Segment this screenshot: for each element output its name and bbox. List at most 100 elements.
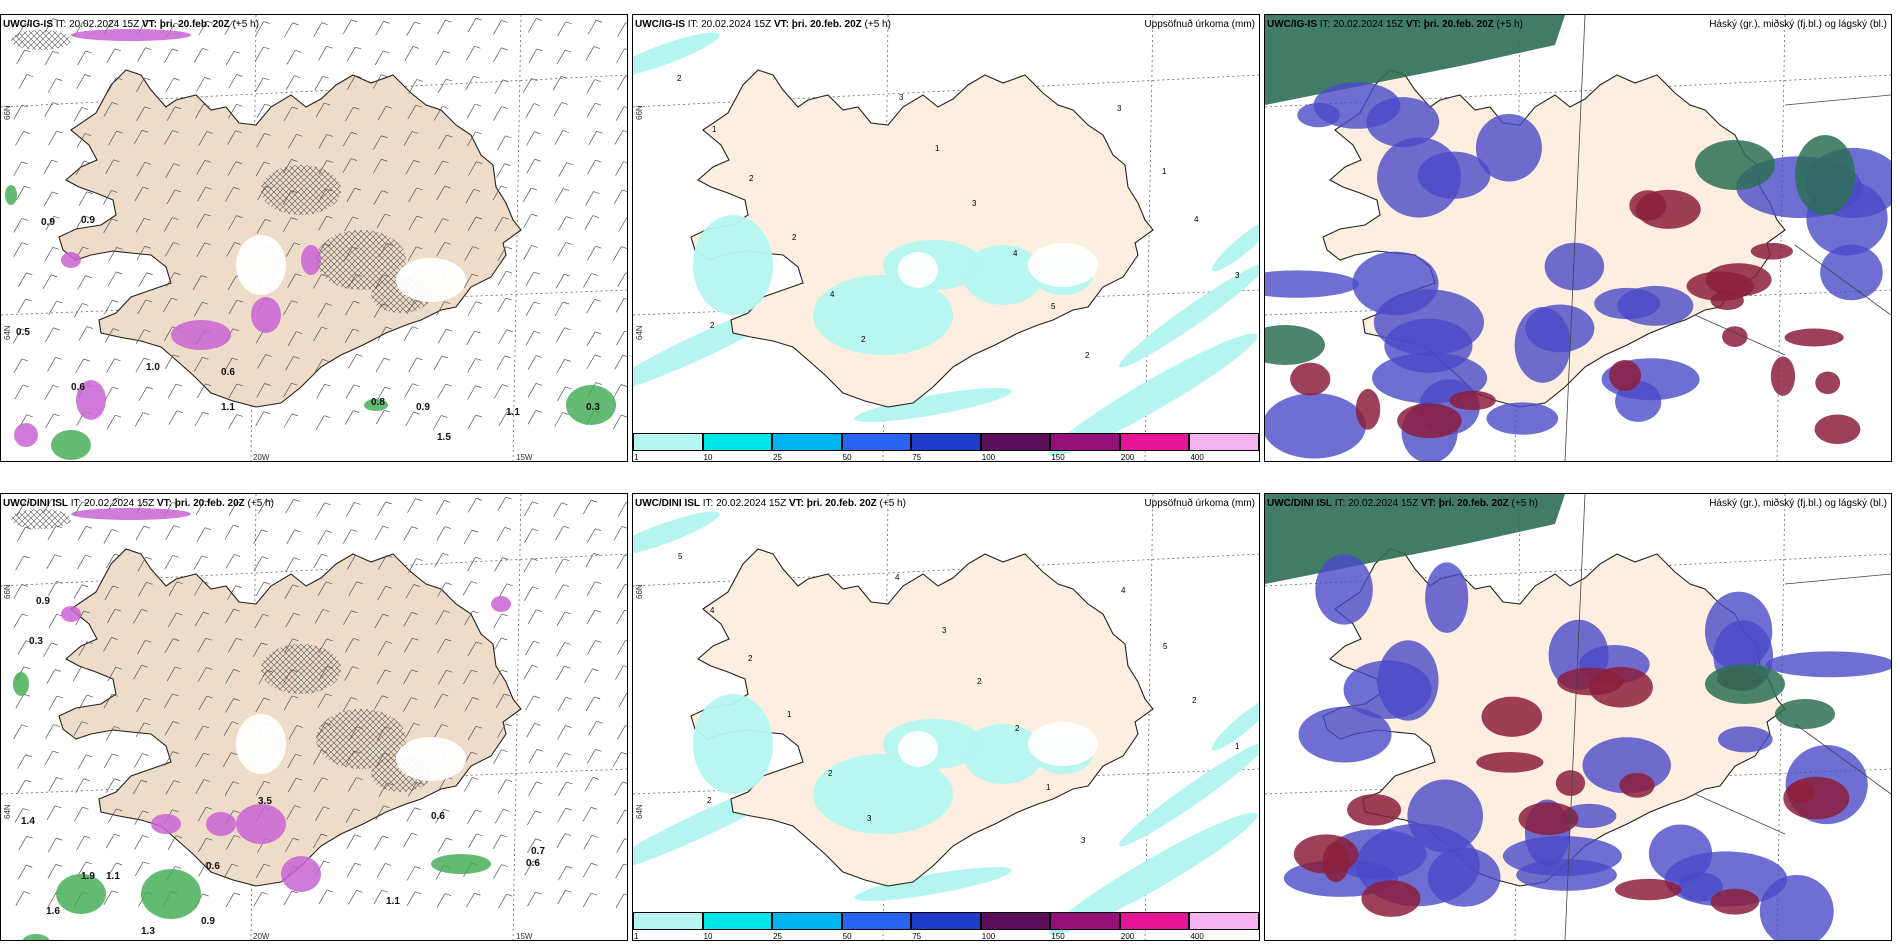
precip-value-label: 3: [1081, 836, 1086, 845]
wind-value-label: 0.7: [531, 846, 545, 857]
precip-green: [56, 874, 106, 914]
cloud-mid: [1425, 562, 1469, 633]
wind-value-label: 0.3: [586, 402, 600, 413]
precip-purple: [206, 812, 236, 836]
precip-value-label: 2: [1085, 351, 1090, 360]
precip-green: [13, 672, 29, 696]
precip-value-label: 5: [1163, 642, 1168, 651]
cloud-mid: [1313, 82, 1401, 129]
precip-purple: [71, 508, 191, 520]
precip-purple: [251, 297, 281, 333]
panel-title: UWC/IG-IS IT: 20.02.2024 15Z VT: þri. 20…: [635, 19, 891, 30]
init-time: IT: 20.02.2024 15Z: [1317, 19, 1406, 30]
precip-value-label: 1: [787, 710, 792, 719]
colorbar-label: 50: [842, 453, 852, 462]
cloud-mid: [1265, 270, 1359, 298]
wind-value-label: 0.9: [81, 215, 95, 226]
precip-value-label: 4: [1194, 215, 1199, 224]
panel-variable-title: Háský (gr.), miðský (fj.bl.) og lágský (…: [1709, 19, 1887, 30]
colorbar-swatch: [633, 433, 703, 451]
precip-area: [1119, 262, 1259, 368]
precip-purple: [281, 856, 321, 892]
precip-value-label: 2: [1015, 724, 1020, 733]
snow-free-area: [236, 714, 286, 774]
cloud-low: [1619, 772, 1655, 798]
init-time: IT: 20.02.2024 15Z: [685, 19, 774, 30]
init-time: IT: 20.02.2024 15Z: [1332, 498, 1421, 509]
glacier-outline: [898, 252, 938, 288]
panel-title: UWC/DINI ISL IT: 20.02.2024 15Z VT: þri.…: [3, 498, 274, 509]
precip-value-label: 1: [1162, 167, 1167, 176]
precip-value-label: 2: [828, 769, 833, 778]
wind-map-panel: 0.9 0.9 0.5 1.0 0.6 0.6 0.8 0.9 1.1 1.5 1.1 0.3 UWC/…: [0, 14, 628, 462]
colorbar-label: 1: [634, 453, 639, 462]
cloud-high: [1795, 135, 1855, 215]
glacier-outline: [898, 731, 938, 767]
wind-value-label: 1.1: [506, 407, 520, 418]
precip-area: [1048, 812, 1258, 936]
precip-value-label: 2: [677, 74, 682, 83]
precip-green: [5, 185, 17, 205]
precip-colorbar: 1 10 25 50 75 100 150 200 400: [633, 433, 1259, 461]
wind-map-canvas: 0.90.31.41.61.9 1.13.50.60.60.70.61.10.91…: [1, 494, 627, 940]
colorbar-swatch: [702, 433, 773, 451]
colorbar-label: 50: [842, 932, 852, 941]
cloud-low: [1476, 751, 1544, 773]
precip-value-label: 4: [1121, 586, 1126, 595]
cloud-map-panel: UWC/IG-IS IT: 20.02.2024 15Z VT: þri. 20…: [1264, 14, 1892, 462]
precip-area: [963, 724, 1043, 784]
colorbar-swatch: [702, 912, 773, 930]
cloud-mid: [1475, 113, 1542, 182]
wind-value-label: 0.6: [431, 811, 445, 822]
colorbar-swatch: [1119, 912, 1190, 930]
precip-area: [854, 387, 1012, 423]
cloud-high: [1265, 15, 1565, 105]
precip-purple: [171, 320, 231, 350]
cloud-high: [1705, 664, 1785, 704]
precip-value-label: 3: [867, 814, 872, 823]
cloud-low: [1557, 667, 1624, 696]
precip-value-label: 3: [942, 626, 947, 635]
colorbar-swatch: [980, 912, 1051, 930]
lead-time: (+5 h): [861, 19, 891, 30]
cloud-mid: [1765, 651, 1891, 678]
precip-value-label: 1: [1235, 742, 1240, 751]
cloud-mid: [1377, 137, 1462, 218]
model-name: UWC/IG-IS: [3, 19, 53, 30]
cloud-low: [1397, 403, 1462, 439]
cloud-mid: [1759, 874, 1834, 940]
longitude-label: 15W: [516, 453, 533, 462]
precip-area: [813, 275, 953, 355]
precip-green: [364, 399, 388, 411]
wind-value-label: 0.9: [41, 217, 55, 228]
colorbar-swatch: [1189, 433, 1259, 451]
colorbar-label: 200: [1120, 453, 1135, 462]
wind-value-label: 0.6: [221, 367, 235, 378]
cloud-mid: [1705, 591, 1773, 671]
cloud-low: [1722, 326, 1748, 347]
precip-value-label: 2: [792, 233, 797, 242]
cloud-low: [1322, 842, 1350, 883]
cloud-mid: [1516, 859, 1617, 891]
panel-variable-title: Uppsöfnuð úrkoma (mm): [1144, 498, 1255, 509]
precip-purple: [491, 596, 511, 612]
cloud-low: [1815, 371, 1841, 395]
colorbar-swatch: [1050, 912, 1120, 930]
cloud-mid: [1407, 779, 1484, 853]
valid-time: VT: þri. 20.feb. 20Z: [788, 498, 877, 509]
valid-time: VT: þri. 20.feb. 20Z: [141, 19, 230, 30]
snow-free-area: [396, 737, 466, 781]
cloud-low: [1449, 390, 1496, 411]
cloud-mid: [1486, 402, 1559, 435]
cloud-low: [1750, 242, 1794, 260]
precip-value-label: 4: [830, 290, 835, 299]
precip-value-label: 2: [748, 654, 753, 663]
hatch-area: [261, 165, 341, 215]
precip-area: [1211, 697, 1259, 751]
wind-value-label: 0.9: [416, 402, 430, 413]
wind-value-label: 1.5: [437, 432, 451, 443]
colorbar-label: 25: [773, 932, 783, 941]
panel-title: UWC/IG-IS IT: 20.02.2024 15Z VT: þri. 20…: [1267, 19, 1523, 30]
cloud-low: [1710, 291, 1744, 311]
precip-value-label: 2: [977, 677, 982, 686]
